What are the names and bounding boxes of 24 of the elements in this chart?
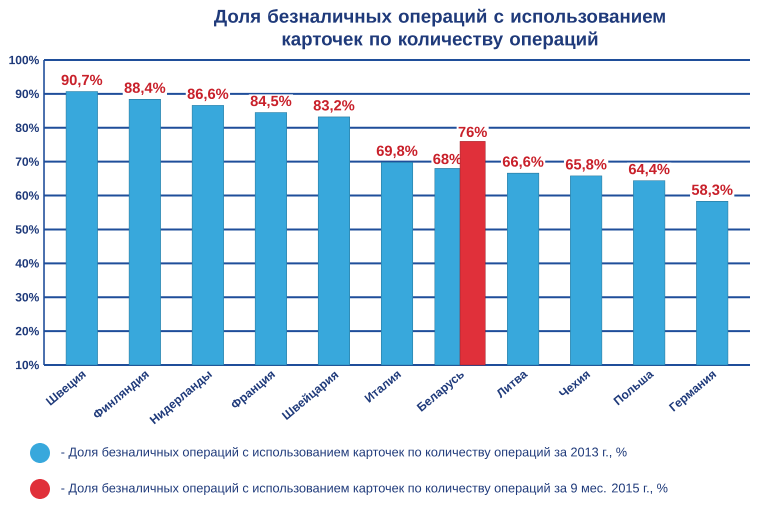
legend-label: - Доля безналичных операций с использованием карточек по количеству операций за 9 мес. 2015 г., %	[61, 482, 668, 496]
y-tick-label: 50%	[16, 225, 39, 234]
y-tick-label: 70%	[16, 157, 39, 166]
data-label: 64,4%	[628, 164, 670, 176]
y-tick-label: 100%	[9, 56, 39, 64]
y-tick-label: 30%	[16, 292, 39, 302]
data-label: 88,4%	[124, 82, 166, 96]
data-label: 83,2%	[314, 100, 354, 113]
data-label: 66,6%	[502, 156, 544, 169]
data-label: 86,6%	[188, 88, 228, 102]
y-tick-label: 90%	[16, 90, 39, 98]
data-label: 90,7%	[62, 74, 102, 88]
y-tick-label: 80%	[16, 124, 39, 132]
data-label: 84,5%	[250, 96, 292, 108]
y-tick-label: 40%	[15, 259, 39, 268]
data-label: 76%	[458, 126, 487, 138]
data-label: 69,8%	[376, 146, 418, 158]
chart-title: Доля безналичных операций с использованием карточек по количеству операций	[214, 8, 665, 50]
data-label: 58,3%	[692, 184, 733, 198]
y-tick-label: 60%	[16, 191, 39, 200]
y-tick-label: 20%	[16, 326, 39, 336]
data-label: 65,8%	[566, 159, 607, 172]
y-tick-label: 10%	[16, 360, 39, 370]
legend-label: - Доля безналичных операций с использованием карточек по количеству операций за 2013 г., %	[61, 446, 627, 460]
